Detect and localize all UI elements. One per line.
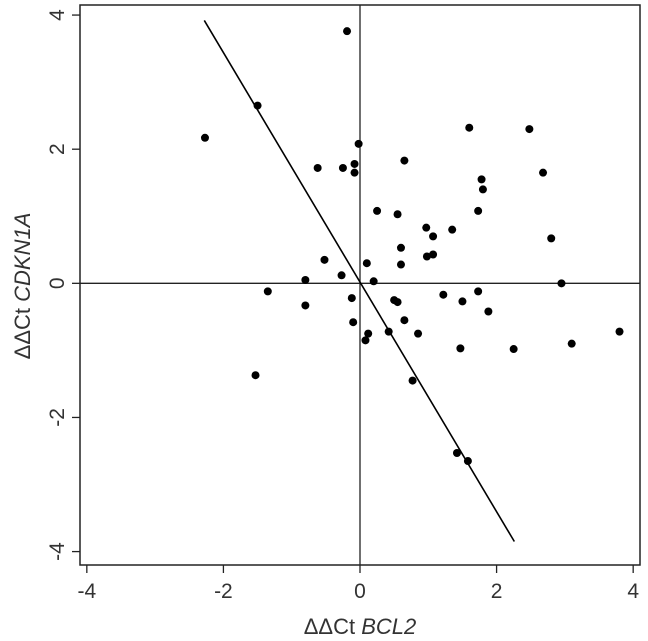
x-axis-title-prefix: ΔΔCt [304, 614, 355, 639]
y-axis-title-prefix: ΔΔCt [10, 308, 35, 359]
y-axis-ticks: -4 -2 0 2 4 [46, 9, 80, 561]
y-tick-label: -4 [46, 542, 69, 561]
data-point [478, 185, 487, 194]
data-point [347, 294, 356, 303]
data-point [349, 318, 358, 327]
x-tick-label: 0 [354, 580, 366, 603]
data-point [338, 163, 347, 172]
data-point [393, 210, 402, 219]
data-point [525, 125, 534, 134]
data-point [557, 279, 566, 288]
data-point [396, 243, 405, 252]
y-tick-label: 0 [46, 277, 69, 289]
data-point [474, 287, 483, 296]
x-tick-label: -4 [77, 580, 96, 603]
y-tick-label: -2 [46, 408, 69, 427]
data-point [364, 329, 373, 338]
y-tick-label: 4 [46, 9, 69, 21]
y-tick-label: 2 [46, 143, 69, 155]
data-points [200, 27, 624, 466]
data-point [429, 232, 438, 241]
data-point [539, 168, 548, 177]
data-point [456, 344, 465, 353]
data-point [477, 175, 486, 184]
y-axis-title-gene: CDKN1A [10, 213, 35, 302]
x-axis-ticks: -4 -2 0 2 4 [77, 565, 639, 603]
data-point [362, 259, 371, 268]
x-axis-title: ΔΔCt BCL2 [304, 614, 417, 639]
data-point [422, 252, 431, 261]
data-point [337, 271, 346, 280]
data-point [200, 133, 209, 142]
data-point [301, 301, 310, 310]
x-tick-label: 2 [491, 580, 503, 603]
data-point [547, 234, 556, 243]
data-point [429, 250, 438, 259]
data-point [465, 123, 474, 132]
data-point [301, 275, 310, 284]
data-point [408, 376, 417, 385]
data-point [422, 223, 431, 232]
x-tick-label: -2 [214, 580, 233, 603]
data-point [448, 225, 457, 234]
data-point [361, 336, 370, 345]
data-point [396, 260, 405, 269]
data-point [615, 327, 624, 336]
data-point [369, 277, 378, 286]
data-point [320, 255, 329, 264]
data-point [474, 206, 483, 215]
data-point [458, 297, 467, 306]
data-point [439, 290, 448, 299]
data-point [354, 139, 363, 148]
data-point [509, 345, 518, 354]
data-point [350, 159, 359, 168]
data-point [263, 287, 272, 296]
data-point [393, 298, 402, 307]
data-point [343, 27, 352, 36]
data-point [251, 371, 260, 380]
data-point [567, 339, 576, 348]
data-point [400, 156, 409, 165]
data-point [484, 307, 493, 316]
data-point [373, 206, 382, 215]
data-point [400, 316, 409, 325]
regression-line [203, 20, 516, 542]
data-point [313, 163, 322, 172]
y-axis-title: ΔΔCt CDKN1A [10, 213, 35, 360]
data-point [350, 168, 359, 177]
data-point [452, 449, 461, 457]
x-tick-label: 4 [627, 580, 639, 603]
x-axis-title-gene: BCL2 [361, 614, 416, 639]
data-point [414, 329, 423, 338]
